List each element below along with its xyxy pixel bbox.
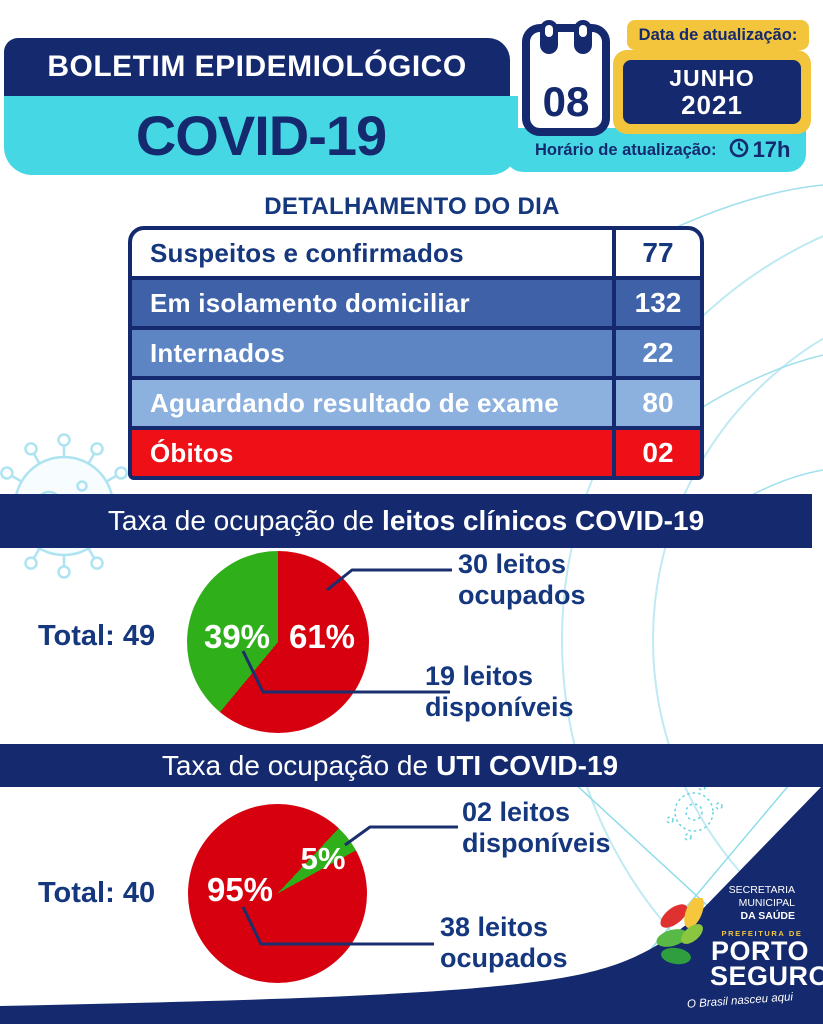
porto-seguro-leaves-icon (656, 898, 704, 965)
daily-table: Suspeitos e confirmados 77 Em isolamento… (128, 226, 704, 480)
table-row: Em isolamento domiciliar 132 (132, 276, 700, 326)
daily-title: DETALHAMENTO DO DIA (264, 193, 560, 220)
time-value: 17h (752, 137, 791, 162)
header-band: BOLETIM EPIDEMIOLÓGICO (4, 38, 510, 96)
clinical-section-bar: Taxa de ocupação de leitos clínicos COVI… (0, 494, 812, 548)
header-title: BOLETIM EPIDEMIOLÓGICO (47, 50, 467, 83)
row-value: 80 (612, 380, 700, 426)
clock-icon (729, 138, 749, 163)
row-value: 22 (612, 330, 700, 376)
table-row-deaths: Óbitos 02 (132, 426, 700, 476)
icu-occupied-label: 38 leitos ocupados (440, 912, 568, 974)
clinical-occupied-label: 30 leitos ocupados (458, 549, 586, 611)
table-row: Internados 22 (132, 326, 700, 376)
icu-section-bar: Taxa de ocupação de UTI COVID-19 (0, 744, 780, 787)
month-inner: JUNHO 2021 (623, 60, 801, 124)
virus-dotted-icon (666, 783, 723, 841)
icu-available-label: 02 leitos disponíveis (462, 797, 611, 859)
time-label: Horário de atualização: (535, 140, 717, 159)
icu-bar-title: UTI COVID-19 (436, 749, 619, 781)
calendar-day: 08 (542, 78, 590, 125)
row-value: 02 (612, 430, 700, 476)
icu-available-line1: 02 leitos (462, 797, 571, 827)
table-row: Aguardando resultado de exame 80 (132, 376, 700, 426)
clinical-available-line2: disponíveis (425, 692, 574, 722)
clinical-available-label: 19 leitos disponíveis (425, 661, 574, 723)
city-name-line2: SEGURO (710, 961, 823, 991)
clinical-occupied-line1: 30 leitos (458, 549, 567, 579)
secretaria-line3: DA SAÚDE (740, 910, 795, 922)
icu-available-line2: disponíveis (462, 828, 611, 858)
clinical-bar-prefix: Taxa de ocupação de (107, 505, 375, 536)
row-label: Em isolamento domiciliar (150, 287, 470, 318)
covid-title: COVID-19 (135, 104, 387, 167)
year-value: 2021 (681, 90, 743, 120)
covid-band: COVID-19 (4, 96, 518, 175)
city-tagline: O Brasil nasceu aqui (686, 991, 794, 1011)
month-value: JUNHO (669, 65, 755, 91)
row-value: 77 (612, 230, 700, 276)
clinical-total: Total: 49 (38, 620, 156, 652)
month-box: JUNHO 2021 (613, 50, 811, 134)
icu-bar-prefix: Taxa de ocupação de (161, 749, 429, 781)
icu-occupied-line2: ocupados (440, 943, 568, 973)
calendar-ring-left (540, 20, 558, 54)
row-value: 132 (612, 280, 700, 326)
row-label: Aguardando resultado de exame (150, 387, 559, 418)
row-label: Suspeitos e confirmados (150, 237, 464, 268)
date-label-badge: Data de atualização: (627, 20, 809, 50)
clinical-occupied-line2: ocupados (458, 580, 586, 610)
secretaria-line2: MUNICIPAL (738, 897, 795, 909)
icu-occupied-line1: 38 leitos (440, 912, 549, 942)
icu-total: Total: 40 (38, 877, 156, 909)
clinical-available-line1: 19 leitos (425, 661, 534, 691)
row-label: Internados (150, 337, 285, 368)
calendar-icon: 08 (522, 20, 610, 136)
clinical-bar-title: leitos clínicos COVID-19 (382, 505, 705, 536)
icu-occupied-pct: 95% (206, 871, 274, 908)
secretaria-line1: SECRETARIA (728, 884, 795, 896)
icu-available-pct: 5% (300, 841, 346, 876)
row-label: Óbitos (150, 437, 234, 468)
table-row: Suspeitos e confirmados 77 (132, 230, 700, 276)
clinical-occupied-pct: 61% (288, 618, 356, 655)
calendar-ring-right (574, 20, 592, 54)
clinical-available-pct: 39% (203, 618, 271, 655)
date-label: Data de atualização: (638, 25, 798, 44)
